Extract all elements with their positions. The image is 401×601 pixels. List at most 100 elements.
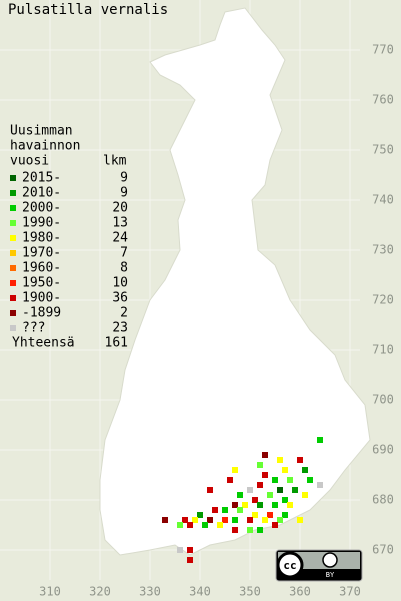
observation — [177, 547, 183, 553]
observation — [187, 557, 193, 563]
x-tick-label: 360 — [289, 585, 311, 599]
observation — [247, 527, 253, 533]
observation — [232, 467, 238, 473]
observation — [242, 502, 248, 508]
legend-label: 1960- — [22, 261, 61, 276]
observation — [317, 482, 323, 488]
y-tick-label: 700 — [372, 393, 394, 407]
legend-label: 1980- — [22, 231, 61, 246]
by-text: BY — [326, 571, 335, 579]
observation — [257, 527, 263, 533]
legend-label: -1899 — [22, 306, 61, 321]
observation — [282, 467, 288, 473]
observation — [257, 502, 263, 508]
y-tick-label: 690 — [372, 443, 394, 457]
observation — [272, 502, 278, 508]
observation — [237, 507, 243, 513]
observation — [257, 482, 263, 488]
legend-count: 7 — [120, 246, 128, 261]
legend-label: 1970- — [22, 246, 61, 261]
legend-count: 10 — [112, 276, 128, 291]
y-tick-label: 740 — [372, 193, 394, 207]
legend-header: havainnon — [10, 139, 80, 154]
legend-count: 36 — [112, 291, 128, 306]
legend-label: 2015- — [22, 171, 61, 186]
x-tick-label: 320 — [89, 585, 111, 599]
observation — [247, 487, 253, 493]
legend-label: 2010- — [22, 186, 61, 201]
observation — [272, 522, 278, 528]
legend-swatch — [10, 205, 16, 211]
legend-count: 24 — [112, 231, 128, 246]
y-tick-label: 750 — [372, 143, 394, 157]
observation — [287, 477, 293, 483]
legend-swatch — [10, 265, 16, 271]
legend-label: ??? — [22, 321, 45, 336]
observation — [272, 477, 278, 483]
observation — [262, 452, 268, 458]
legend-swatch — [10, 295, 16, 301]
legend-label: 1950- — [22, 276, 61, 291]
legend-swatch — [10, 280, 16, 286]
license-badge: cc BY — [275, 549, 363, 582]
observation — [267, 492, 273, 498]
observation — [257, 462, 263, 468]
legend-count: 9 — [120, 186, 128, 201]
legend-swatch — [10, 250, 16, 256]
legend-label: 1900- — [22, 291, 61, 306]
title: Pulsatilla vernalis — [8, 2, 168, 18]
legend-count: 20 — [112, 201, 128, 216]
legend-swatch — [10, 310, 16, 316]
observation — [187, 547, 193, 553]
observation — [197, 512, 203, 518]
legend-total: 161 — [105, 336, 128, 351]
legend-header: Uusimman — [10, 124, 73, 139]
legend-label: 2000- — [22, 201, 61, 216]
observation — [247, 517, 253, 523]
observation — [292, 487, 298, 493]
legend-swatch — [10, 175, 16, 181]
observation — [187, 522, 193, 528]
legend-count: 2 — [120, 306, 128, 321]
observation — [237, 492, 243, 498]
cc-text: cc — [283, 559, 296, 572]
y-tick-label: 730 — [372, 243, 394, 257]
legend-count-header: lkm — [103, 154, 127, 169]
legend-label: 1990- — [22, 216, 61, 231]
observation — [252, 512, 258, 518]
legend-swatch — [10, 190, 16, 196]
observation — [222, 507, 228, 513]
observation — [287, 502, 293, 508]
x-tick-label: 340 — [189, 585, 211, 599]
legend-header: vuosi — [10, 154, 49, 169]
x-tick-label: 370 — [339, 585, 361, 599]
legend-swatch — [10, 325, 16, 331]
observation — [277, 487, 283, 493]
observation — [182, 517, 188, 523]
observation — [217, 522, 223, 528]
observation — [297, 517, 303, 523]
y-tick-label: 760 — [372, 93, 394, 107]
observation — [232, 502, 238, 508]
observation — [177, 522, 183, 528]
legend-count: 13 — [112, 216, 128, 231]
observation — [302, 492, 308, 498]
legend-count: 8 — [120, 261, 128, 276]
observation — [262, 517, 268, 523]
observation — [282, 497, 288, 503]
legend-count: 23 — [112, 321, 128, 336]
observation — [297, 457, 303, 463]
y-tick-label: 770 — [372, 43, 394, 57]
by-icon — [322, 552, 338, 568]
legend-total-label: Yhteensä — [12, 336, 75, 351]
cc-icon — [276, 551, 304, 579]
x-tick-label: 330 — [139, 585, 161, 599]
observation — [202, 522, 208, 528]
observation — [282, 512, 288, 518]
observation — [302, 467, 308, 473]
y-tick-label: 680 — [372, 493, 394, 507]
observation — [227, 477, 233, 483]
observation — [267, 512, 273, 518]
